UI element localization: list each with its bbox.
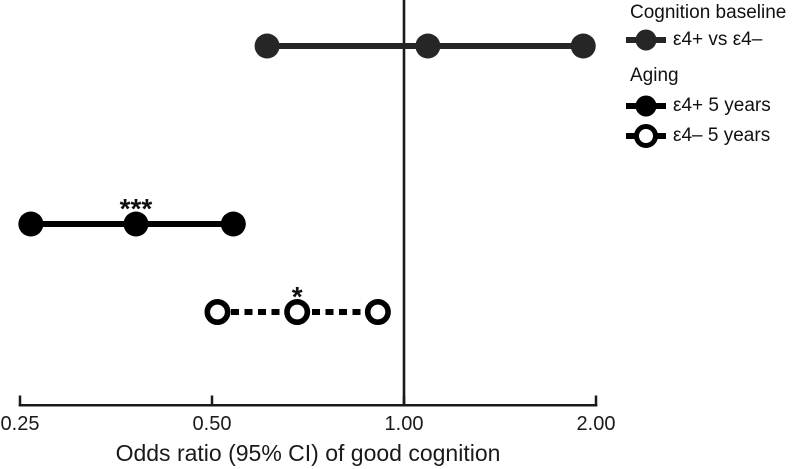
ci-high-marker xyxy=(570,33,596,59)
x-axis-tick-label: 0.50 xyxy=(193,413,232,435)
legend-item-label: ε4+ vs ε4– xyxy=(673,29,763,50)
legend: Cognition baseline ε4+ vs ε4– Aging ε4+ … xyxy=(598,2,798,162)
legend-group-title-aging: Aging xyxy=(630,65,679,86)
significance-annotation: * xyxy=(292,281,303,312)
significance-annotation: *** xyxy=(120,193,153,224)
x-axis-title: Odds ratio (95% CI) of good cognition xyxy=(115,440,501,466)
open-dot-icon xyxy=(634,124,658,148)
ci-low-marker xyxy=(204,298,231,325)
filled-dot-line-icon xyxy=(626,94,666,118)
filled-dot-icon xyxy=(635,29,657,51)
legend-item-e4plus-vs-e4minus: ε4+ vs ε4– xyxy=(626,28,762,52)
filled-dot-line-icon xyxy=(626,28,666,52)
ci-low-marker xyxy=(18,211,44,237)
x-axis-tick-label: 2.00 xyxy=(577,413,616,435)
legend-item-e4minus-5-years: ε4– 5 years xyxy=(626,124,770,148)
estimate-marker xyxy=(284,298,311,325)
estimate-marker xyxy=(415,33,441,59)
legend-item-e4plus-5-years: ε4+ 5 years xyxy=(626,94,771,118)
filled-dot-icon xyxy=(635,95,657,117)
legend-item-label: ε4+ 5 years xyxy=(673,95,771,116)
x-axis-tick-label: 0.25 xyxy=(1,413,40,435)
ci-high-marker xyxy=(364,298,391,325)
estimate-marker xyxy=(123,211,149,237)
x-axis-tick-label: 1.00 xyxy=(385,413,424,435)
legend-group-title-cognition-baseline: Cognition baseline xyxy=(630,2,787,23)
open-dot-line-icon xyxy=(626,124,666,148)
ci-low-marker xyxy=(254,33,280,59)
ci-high-marker xyxy=(220,211,246,237)
legend-item-label: ε4– 5 years xyxy=(673,125,771,146)
